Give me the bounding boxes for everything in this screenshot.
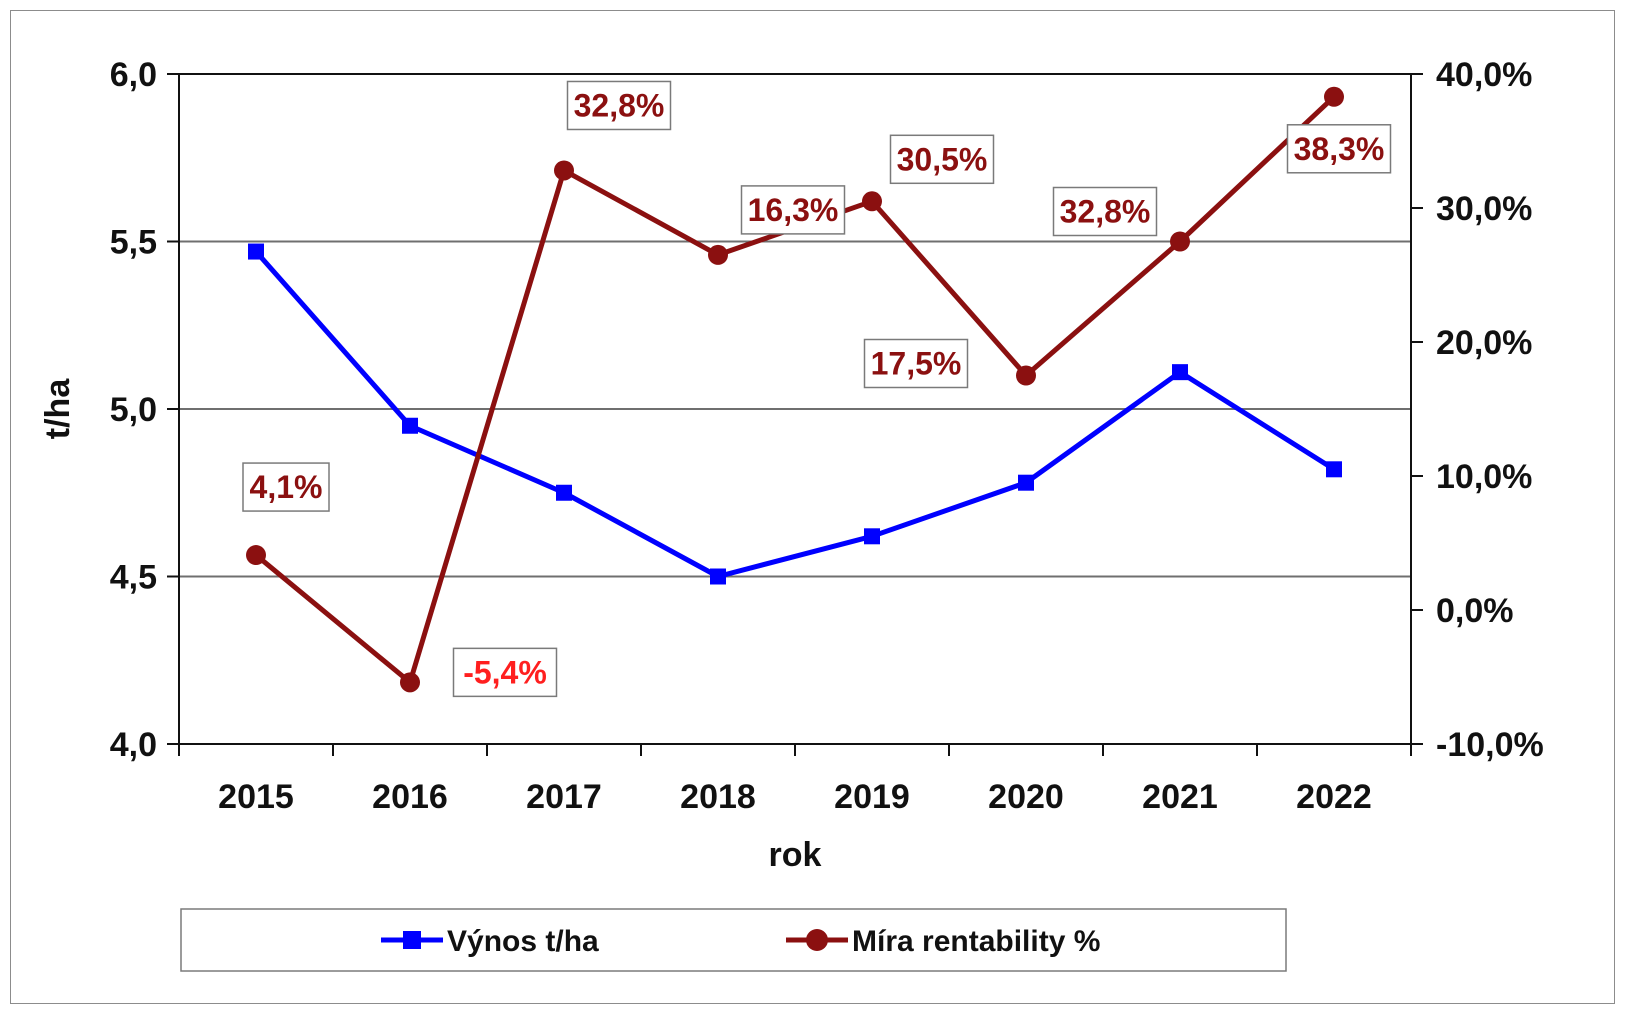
y-tick-label: 5,0: [110, 391, 157, 429]
x-tick-label: 2018: [680, 778, 756, 816]
data-label: 38,3%: [1294, 131, 1385, 167]
data-label-box: [566, 80, 672, 131]
data-point: [1324, 86, 1344, 107]
data-point: [708, 244, 728, 265]
data-point: [710, 568, 726, 585]
data-point: [246, 545, 266, 566]
y2-tick-label: -10,0%: [1436, 726, 1544, 764]
data-point: [1326, 461, 1342, 478]
x-axis-title: rok: [769, 836, 822, 874]
data-point: [556, 484, 572, 501]
legend-label: Výnos t/ha: [447, 925, 599, 958]
y-tick-label: 4,0: [110, 726, 157, 764]
data-label: 16,3%: [748, 192, 839, 228]
y2-tick-label: 10,0%: [1436, 458, 1532, 496]
data-label-box: [863, 338, 969, 389]
y-axis-title: t/ha: [39, 378, 77, 440]
data-label: 17,5%: [871, 346, 962, 382]
series-layer: [246, 86, 1344, 693]
legend-label: Míra rentability %: [852, 925, 1100, 958]
data-label: 30,5%: [897, 141, 988, 177]
data-point: [1170, 231, 1190, 252]
data-point: [864, 528, 880, 545]
data-point: [1018, 474, 1034, 491]
x-tick-label: 2020: [988, 778, 1064, 816]
y-tick-label: 6,0: [110, 56, 157, 94]
x-tick-label: 2022: [1296, 778, 1372, 816]
series-line: [254, 249, 1336, 579]
x-tick-label: 2016: [372, 778, 448, 816]
data-label: 32,8%: [1060, 194, 1151, 230]
data-point: [402, 417, 418, 434]
data-label-box: [740, 185, 846, 235]
data-point: [248, 243, 264, 260]
legend: Výnos t/ha Míra rentability %: [180, 908, 1287, 972]
chart-frame: 4,0 4,5 5,0 5,5 6,0 -10,0% 0,0% 10,0% 20,0% 30,0%…: [10, 10, 1615, 1004]
y2-tick-label: 30,0%: [1436, 190, 1532, 228]
axes: 4,0 4,5 5,0 5,5 6,0 -10,0% 0,0% 10,0% 20,0% 30,0%…: [110, 56, 1544, 816]
data-labels: 4,1% -5,4% 32,8% 16,3% 30,5% 17,5% 32,8% 38,3%: [242, 80, 1392, 698]
x-tick-label: 2015: [218, 778, 294, 816]
legend-box: [180, 908, 1287, 972]
x-tick-label: 2019: [834, 778, 910, 816]
legend-swatch-marker: [806, 929, 828, 951]
y-tick-label: 4,5: [110, 559, 157, 597]
gridlines: [179, 73, 1411, 578]
data-label: -5,4%: [463, 654, 547, 690]
data-point: [1172, 364, 1188, 381]
data-label: 32,8%: [574, 87, 665, 123]
data-label-box: [242, 462, 330, 512]
legend-swatch-marker: [403, 931, 421, 949]
data-point: [862, 191, 882, 212]
y2-tick-label: 0,0%: [1436, 592, 1514, 630]
y2-tick-label: 40,0%: [1436, 56, 1532, 94]
data-point: [1016, 365, 1036, 386]
chart: 4,0 4,5 5,0 5,5 6,0 -10,0% 0,0% 10,0% 20,0% 30,0%…: [39, 56, 1544, 972]
y2-tick-label: 20,0%: [1436, 324, 1532, 362]
y-tick-label: 5,5: [110, 224, 157, 262]
data-point: [400, 672, 420, 693]
data-label-box: [1286, 124, 1392, 174]
data-label-box: [452, 647, 558, 698]
x-tick-label: 2021: [1142, 778, 1218, 816]
x-tick-label: 2017: [526, 778, 602, 816]
data-label-box: [889, 134, 995, 185]
data-label: 4,1%: [250, 469, 323, 505]
series-line: [254, 94, 1336, 685]
data-label-box: [1052, 186, 1158, 237]
data-point: [554, 160, 574, 181]
